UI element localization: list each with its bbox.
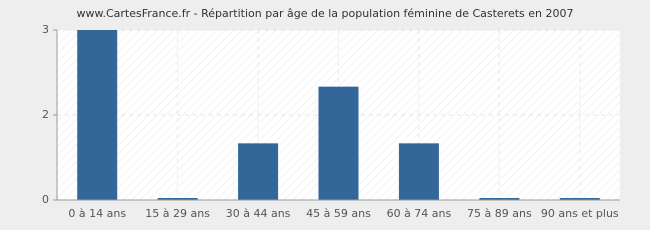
- y-tick-label: 2: [42, 108, 49, 121]
- x-tick-label: 30 à 44 ans: [226, 207, 291, 220]
- bar: [157, 198, 198, 200]
- bar: [479, 198, 520, 200]
- y-tick-label: 3: [42, 23, 49, 36]
- x-tick-label: 60 à 74 ans: [387, 207, 452, 220]
- x-tick-label: 45 à 59 ans: [306, 207, 371, 220]
- x-tick-label: 0 à 14 ans: [68, 207, 126, 220]
- chart: www.CartesFrance.fr - Répartition par âg…: [0, 0, 650, 230]
- y-tick-label: 0: [42, 193, 49, 206]
- chart-title: www.CartesFrance.fr - Répartition par âg…: [76, 7, 573, 20]
- bar: [238, 143, 279, 200]
- x-tick-label: 90 ans et plus: [541, 207, 619, 220]
- x-tick-label: 75 à 89 ans: [467, 207, 532, 220]
- bar: [77, 30, 118, 200]
- bar: [559, 198, 600, 200]
- bar: [398, 143, 439, 200]
- x-tick-label: 15 à 29 ans: [145, 207, 210, 220]
- bar: [318, 86, 359, 200]
